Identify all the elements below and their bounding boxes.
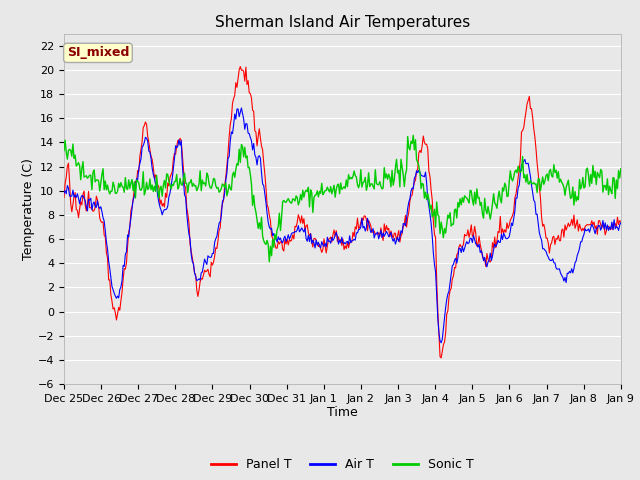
Legend: Panel T, Air T, Sonic T: Panel T, Air T, Sonic T	[206, 453, 479, 476]
Title: Sherman Island Air Temperatures: Sherman Island Air Temperatures	[215, 15, 470, 30]
Y-axis label: Temperature (C): Temperature (C)	[22, 158, 35, 260]
X-axis label: Time: Time	[327, 407, 358, 420]
Text: SI_mixed: SI_mixed	[67, 47, 129, 60]
